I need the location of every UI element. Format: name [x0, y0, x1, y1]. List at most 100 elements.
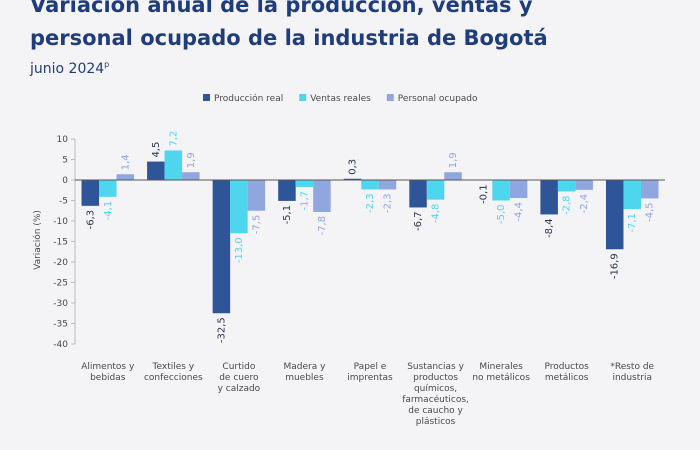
value-label: -4,5: [645, 202, 656, 222]
x-tick-line: farmacéuticos,: [402, 394, 469, 405]
x-tick-label: Papel e imprentas: [347, 362, 393, 383]
bar: [575, 180, 593, 190]
y-tick-label: 10: [57, 135, 69, 145]
x-tick-line: industria: [612, 373, 652, 383]
legend-swatch: [386, 94, 394, 101]
x-tick-label: Textiles y confecciones: [144, 362, 203, 383]
legend-swatch: [299, 94, 307, 101]
x-tick-line: de cuero: [219, 373, 259, 383]
bar: [605, 180, 624, 250]
bar: [444, 172, 462, 180]
bar: [426, 180, 445, 200]
value-label: -0,1: [479, 184, 490, 204]
bar: [557, 180, 576, 192]
value-label: 4,5: [151, 142, 162, 158]
y-axis-label: Variación (%): [32, 210, 43, 270]
value-label: -7,1: [627, 213, 638, 233]
value-label: -7,8: [317, 216, 328, 236]
chart-title: personal ocupado de la industria de Bogo…: [30, 26, 548, 50]
x-tick-label: Madera y muebles: [283, 362, 326, 383]
x-tick-label: Sustancias y productos químicos, farmacéuti…: [402, 362, 469, 427]
chart-subtitle: junio 2024p: [29, 60, 109, 77]
y-tick-label: -10: [53, 217, 68, 227]
bar: [492, 180, 510, 201]
value-label: 1,9: [186, 152, 197, 168]
x-tick-line: químicos,: [414, 384, 457, 394]
x-tick-line: de caucho y: [408, 406, 463, 416]
subtitle-note: p: [104, 60, 109, 69]
y-tick-label: -35: [53, 320, 68, 330]
x-tick-line: no metálicos: [472, 373, 530, 383]
value-label: 1,9: [448, 152, 459, 168]
x-tick-line: Madera y: [283, 362, 326, 372]
value-label: 0,3: [348, 159, 359, 175]
value-label: -6,3: [85, 210, 96, 230]
x-tick-line: Minerales: [479, 362, 523, 372]
bar: [182, 172, 200, 180]
y-tick-label: 0: [62, 176, 68, 186]
y-tick-label: -25: [53, 279, 68, 289]
chart-title: Variación anual de la producción, ventas…: [30, 0, 533, 17]
x-tick-label: *Resto de industria: [610, 362, 654, 383]
value-label: -16,9: [610, 253, 621, 279]
bar: [247, 180, 266, 211]
bar: [295, 180, 314, 187]
bar: [509, 180, 528, 199]
bar: [623, 180, 641, 210]
value-label: 7,2: [168, 131, 179, 147]
y-tick-label: -40: [53, 340, 68, 350]
bar: [409, 180, 427, 208]
bar: [230, 180, 248, 234]
x-tick-line: Sustancias y: [407, 362, 464, 372]
value-label: -8,4: [544, 218, 555, 238]
value-label: -1,7: [299, 191, 310, 211]
value-label: -4,1: [103, 201, 114, 221]
x-tick-line: imprentas: [347, 373, 393, 383]
value-label: -5,0: [496, 205, 507, 225]
legend-swatch: [203, 94, 210, 101]
x-tick-line: Papel e: [354, 362, 387, 372]
bar: [212, 180, 231, 314]
value-label: -7,5: [251, 215, 262, 235]
x-tick-line: Productos: [544, 362, 589, 372]
bar: [343, 178, 362, 180]
value-label: -6,7: [413, 211, 424, 231]
x-tick-label: Curtido de cuero y calzado: [218, 362, 261, 394]
x-tick-line: *Resto de: [610, 362, 654, 372]
value-label: -2,8: [562, 195, 573, 215]
bar: [81, 180, 100, 206]
value-label: -2,3: [383, 193, 394, 213]
y-tick-label: -20: [53, 258, 68, 268]
value-label: -32,5: [216, 317, 227, 343]
y-tick-label: -30: [53, 299, 68, 309]
y-tick-label: -15: [53, 238, 68, 248]
x-tick-line: confecciones: [144, 373, 203, 383]
bar: [99, 180, 117, 197]
x-tick-label: Alimentos y bebidas: [81, 362, 135, 383]
x-tick-line: y calzado: [218, 384, 261, 394]
legend-label: Ventas reales: [310, 94, 371, 104]
value-label: -2,4: [579, 194, 590, 214]
x-tick-line: metálicos: [545, 373, 589, 383]
x-tick-line: bebidas: [90, 373, 126, 383]
x-tick-line: Textiles y: [152, 362, 195, 372]
y-tick-label: -5: [59, 197, 68, 207]
x-tick-label: Minerales no metálicos: [472, 362, 530, 383]
bar: [116, 174, 135, 180]
subtitle: junio 2024: [29, 61, 104, 77]
bar: [164, 150, 183, 180]
x-tick-label: Productos metálicos: [544, 362, 589, 383]
bar: [278, 180, 296, 201]
value-label: -4,4: [514, 202, 525, 222]
y-tick-label: 5: [62, 156, 68, 166]
bar: [361, 180, 379, 190]
bar: [147, 161, 165, 180]
bar: [378, 180, 397, 190]
value-label: -4,8: [431, 204, 442, 224]
bar: [640, 180, 659, 199]
value-label: 1,4: [120, 154, 131, 170]
bar: [313, 180, 331, 212]
x-tick-line: Curtido: [222, 362, 255, 372]
